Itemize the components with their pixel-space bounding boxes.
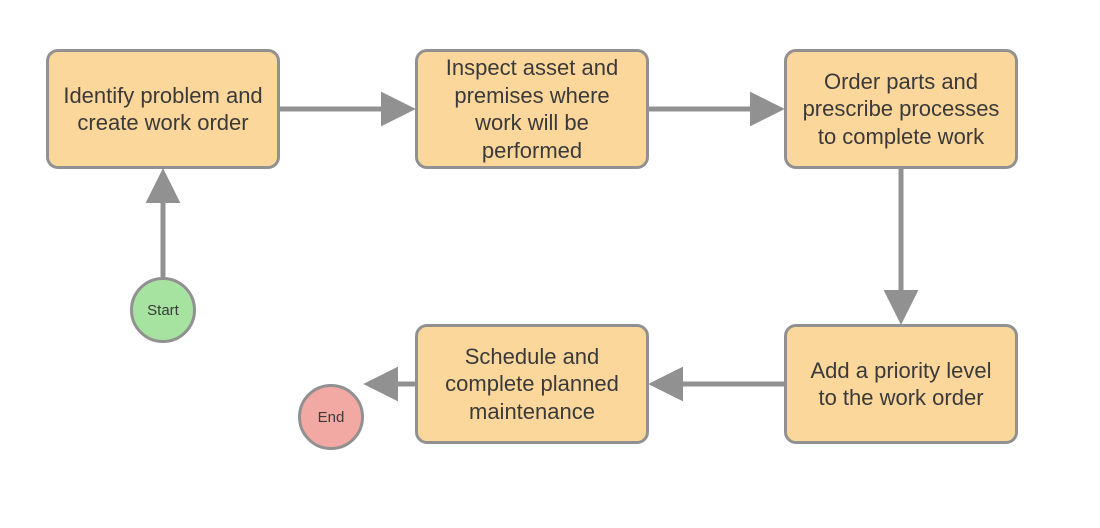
node-start: Start: [130, 277, 196, 343]
node-label: Add a priority level to the work order: [801, 357, 1001, 412]
node-order-parts: Order parts and prescribe processes to c…: [784, 49, 1018, 169]
node-schedule-maintenance: Schedule and complete planned maintenanc…: [415, 324, 649, 444]
node-label: Order parts and prescribe processes to c…: [801, 68, 1001, 151]
node-label: Start: [147, 302, 179, 319]
node-label: Schedule and complete planned maintenanc…: [432, 343, 632, 426]
node-inspect-asset: Inspect asset and premises where work wi…: [415, 49, 649, 169]
node-label: End: [318, 409, 345, 426]
flowchart-canvas: Identify problem and create work order I…: [0, 0, 1100, 528]
node-identify-problem: Identify problem and create work order: [46, 49, 280, 169]
node-end: End: [298, 384, 364, 450]
node-label: Inspect asset and premises where work wi…: [432, 54, 632, 164]
node-priority-level: Add a priority level to the work order: [784, 324, 1018, 444]
node-label: Identify problem and create work order: [63, 82, 263, 137]
